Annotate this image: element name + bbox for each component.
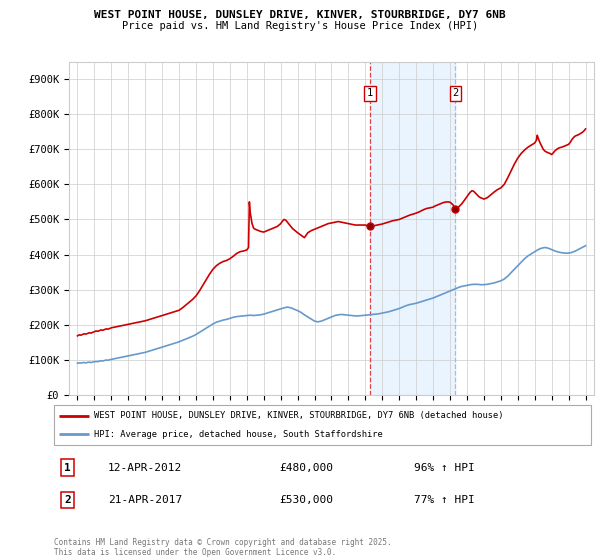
Text: 1: 1 — [64, 463, 71, 473]
Text: £480,000: £480,000 — [280, 463, 334, 473]
Text: 96% ↑ HPI: 96% ↑ HPI — [414, 463, 475, 473]
Text: 2: 2 — [452, 88, 458, 98]
Bar — [370, 62, 455, 395]
Text: Contains HM Land Registry data © Crown copyright and database right 2025.
This d: Contains HM Land Registry data © Crown c… — [54, 538, 392, 557]
Text: 2: 2 — [64, 495, 71, 505]
Text: WEST POINT HOUSE, DUNSLEY DRIVE, KINVER, STOURBRIDGE, DY7 6NB: WEST POINT HOUSE, DUNSLEY DRIVE, KINVER,… — [94, 10, 506, 20]
Text: Price paid vs. HM Land Registry's House Price Index (HPI): Price paid vs. HM Land Registry's House … — [122, 21, 478, 31]
Text: WEST POINT HOUSE, DUNSLEY DRIVE, KINVER, STOURBRIDGE, DY7 6NB (detached house): WEST POINT HOUSE, DUNSLEY DRIVE, KINVER,… — [94, 411, 504, 420]
Text: 77% ↑ HPI: 77% ↑ HPI — [414, 495, 475, 505]
Text: 12-APR-2012: 12-APR-2012 — [108, 463, 182, 473]
Text: 1: 1 — [367, 88, 373, 98]
Text: 21-APR-2017: 21-APR-2017 — [108, 495, 182, 505]
Text: HPI: Average price, detached house, South Staffordshire: HPI: Average price, detached house, Sout… — [94, 430, 383, 439]
Text: £530,000: £530,000 — [280, 495, 334, 505]
